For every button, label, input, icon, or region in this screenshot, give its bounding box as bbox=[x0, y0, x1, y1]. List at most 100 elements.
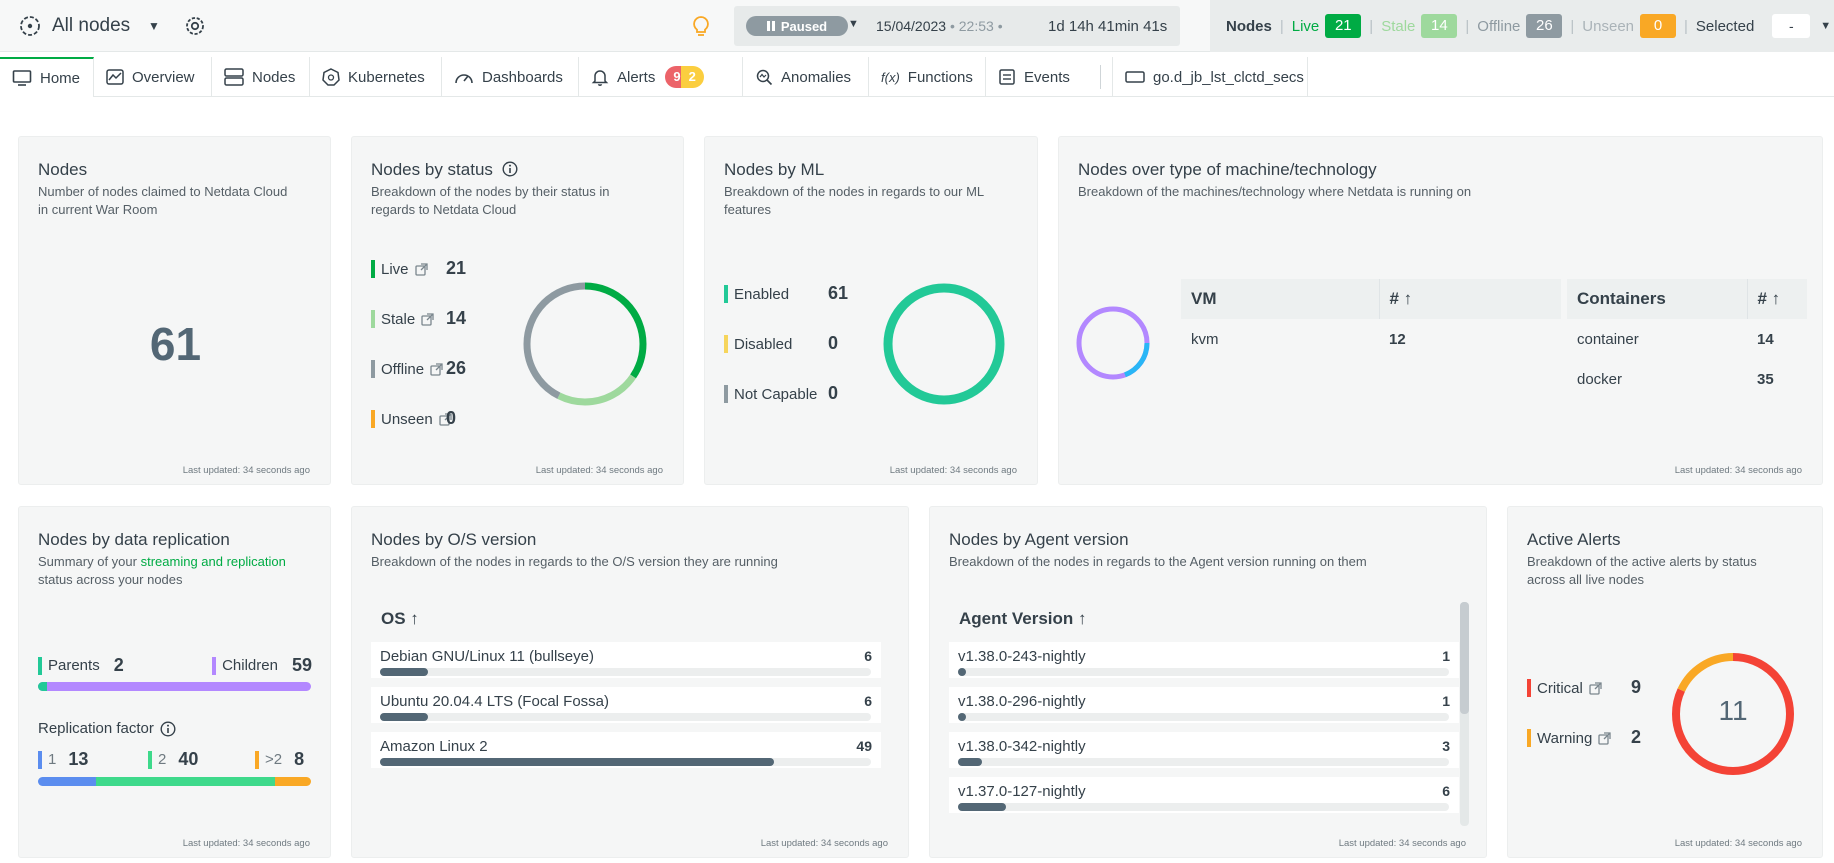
vm-header[interactable]: VM bbox=[1181, 279, 1380, 319]
alerts-total: 11 bbox=[1718, 695, 1748, 726]
unseen-count[interactable]: 0 bbox=[1640, 14, 1676, 38]
card-title: Nodes by Agent version bbox=[949, 530, 1129, 549]
children-legend: Children 59 bbox=[212, 655, 312, 676]
table-row[interactable]: v1.38.0-296-nightly 1 bbox=[949, 687, 1459, 723]
external-link-icon[interactable] bbox=[1589, 681, 1602, 695]
tab-anomalies[interactable]: Anomalies bbox=[743, 57, 869, 97]
row-bar-fill bbox=[958, 668, 967, 676]
tab-label: go.d_jb_lst_clctd_secs bbox=[1153, 68, 1304, 86]
live-count[interactable]: 21 bbox=[1325, 14, 1362, 38]
nodes-count: 61 bbox=[149, 318, 202, 370]
legend-item[interactable]: Warning bbox=[1527, 729, 1611, 747]
os-header[interactable]: OS ↑ bbox=[381, 609, 419, 628]
tab-kubernetes[interactable]: Kubernetes bbox=[310, 57, 442, 97]
lightbulb-icon[interactable] bbox=[690, 0, 712, 52]
chevron-down-icon[interactable]: ▼ bbox=[848, 18, 859, 30]
gear-icon[interactable] bbox=[184, 0, 206, 52]
chart-tab-icon bbox=[1125, 71, 1145, 83]
table-row[interactable]: v1.38.0-342-nightly 3 bbox=[949, 732, 1459, 768]
legend-item[interactable]: Not Capable bbox=[724, 385, 817, 403]
card-title: Nodes over type of machine/technology bbox=[1078, 160, 1377, 179]
chevron-down-icon[interactable]: ▼ bbox=[1820, 20, 1832, 32]
legend-item[interactable]: Enabled bbox=[724, 285, 789, 303]
scrollbar-track[interactable] bbox=[1460, 602, 1469, 826]
external-link-icon[interactable] bbox=[421, 312, 434, 326]
playback-duration[interactable]: 1d 14h 41min 41s bbox=[1048, 18, 1168, 35]
last-updated: Last updated: 34 seconds ago bbox=[760, 838, 888, 849]
last-updated: Last updated: 34 seconds ago bbox=[889, 465, 1017, 476]
tab-custom-chart[interactable]: go.d_jb_lst_clctd_secs bbox=[1112, 57, 1308, 97]
tab-dashboards[interactable]: Dashboards bbox=[442, 57, 579, 97]
pause-button[interactable]: Paused bbox=[746, 16, 848, 36]
card-subtitle: Breakdown of the nodes in regards to our… bbox=[724, 184, 985, 217]
streaming-link[interactable]: streaming and replication bbox=[140, 554, 286, 569]
replication-factor-segment bbox=[96, 777, 276, 786]
overview-icon bbox=[106, 69, 124, 85]
replication-factor-segment bbox=[38, 777, 97, 786]
offline-count[interactable]: 26 bbox=[1526, 14, 1563, 38]
tab-label: Functions bbox=[907, 68, 973, 86]
containers-header[interactable]: Containers bbox=[1567, 279, 1748, 319]
tab-overview[interactable]: Overview bbox=[94, 57, 212, 97]
legend-item[interactable]: Offline bbox=[371, 360, 443, 378]
replication-factor-label: Replication factor bbox=[38, 720, 176, 737]
legend-item[interactable]: Disabled bbox=[724, 335, 792, 353]
card-subtitle: Breakdown of the nodes in regards to the… bbox=[949, 554, 1367, 569]
donut-slice-warning[interactable] bbox=[1672, 653, 1794, 775]
tab-events[interactable]: Events bbox=[986, 57, 1088, 97]
selected-label: Selected bbox=[1695, 17, 1755, 35]
tab-alerts[interactable]: Alerts 9 2 bbox=[579, 57, 743, 97]
external-link-icon[interactable] bbox=[414, 262, 428, 276]
legend-item[interactable]: Critical bbox=[1527, 679, 1602, 697]
table-row[interactable]: Amazon Linux 2 49 bbox=[371, 732, 881, 768]
nodes-by-agent-card: Nodes by Agent version Breakdown of the … bbox=[929, 506, 1487, 858]
table-row[interactable]: v1.37.0-127-nightly 6 bbox=[949, 777, 1459, 813]
room-name[interactable]: All nodes bbox=[52, 15, 131, 36]
donut-slice-stale[interactable] bbox=[523, 282, 647, 406]
nodes-status-label: Nodes bbox=[1226, 17, 1272, 35]
tab-functions[interactable]: f(x) Functions bbox=[869, 57, 986, 97]
unseen-label[interactable]: Unseen bbox=[1582, 17, 1634, 35]
external-link-icon[interactable] bbox=[439, 412, 452, 426]
row-bar-track bbox=[958, 668, 1449, 676]
table-row[interactable]: Ubuntu 20.04.4 LTS (Focal Fossa) 6 bbox=[371, 687, 881, 723]
card-subtitle: Breakdown of the nodes by their status i… bbox=[371, 184, 610, 217]
legend-item[interactable]: Stale bbox=[371, 310, 434, 328]
agent-header[interactable]: Agent Version ↑ bbox=[959, 609, 1087, 628]
live-label[interactable]: Live bbox=[1291, 17, 1320, 35]
stale-count[interactable]: 14 bbox=[1421, 14, 1458, 38]
tab-home[interactable]: Home bbox=[0, 57, 94, 97]
row-bar-track bbox=[380, 713, 871, 721]
tab-nodes[interactable]: Nodes bbox=[212, 57, 310, 97]
table-row[interactable]: v1.38.0-243-nightly 1 bbox=[949, 642, 1459, 678]
last-updated: Last updated: 34 seconds ago bbox=[182, 465, 310, 476]
status-donut-chart bbox=[523, 282, 647, 406]
table-row[interactable]: Debian GNU/Linux 11 (bullseye) 6 bbox=[371, 642, 881, 678]
donut-slice-offline[interactable] bbox=[523, 282, 647, 406]
playback-date[interactable]: 15/04/2023 • 22:53 • bbox=[876, 18, 1003, 34]
card-subtitle: Summary of your streaming and replicatio… bbox=[38, 554, 286, 587]
legend-value: 2 bbox=[1631, 727, 1642, 747]
table-row: kvm 12 bbox=[1191, 330, 1406, 348]
vm-count-header[interactable]: # ↑ bbox=[1389, 289, 1413, 308]
legend-item[interactable]: Live bbox=[371, 260, 428, 278]
legend-item[interactable]: Unseen bbox=[371, 410, 452, 428]
chevron-down-icon[interactable]: ▼ bbox=[148, 19, 160, 33]
card-title: Nodes by data replication bbox=[38, 530, 230, 549]
nodes-by-technology-card: Nodes over type of machine/technology Br… bbox=[1058, 136, 1823, 485]
selected-box[interactable]: - bbox=[1772, 14, 1811, 38]
kubernetes-icon bbox=[322, 68, 340, 86]
tab-label: Nodes bbox=[252, 68, 296, 86]
external-link-icon[interactable] bbox=[1598, 731, 1611, 745]
offline-label[interactable]: Offline bbox=[1477, 17, 1521, 35]
data-replication-card: Nodes by data replication Summary of you… bbox=[18, 506, 331, 858]
replication-factor-item: 2 40 bbox=[148, 749, 198, 770]
stale-label[interactable]: Stale bbox=[1381, 17, 1416, 35]
external-link-icon[interactable] bbox=[430, 362, 443, 376]
info-icon[interactable] bbox=[160, 720, 176, 737]
events-icon bbox=[999, 69, 1015, 85]
room-icon[interactable] bbox=[18, 0, 42, 52]
scrollbar-thumb[interactable] bbox=[1460, 602, 1469, 714]
containers-count-header[interactable]: # ↑ bbox=[1757, 289, 1781, 308]
info-icon[interactable] bbox=[502, 161, 518, 177]
